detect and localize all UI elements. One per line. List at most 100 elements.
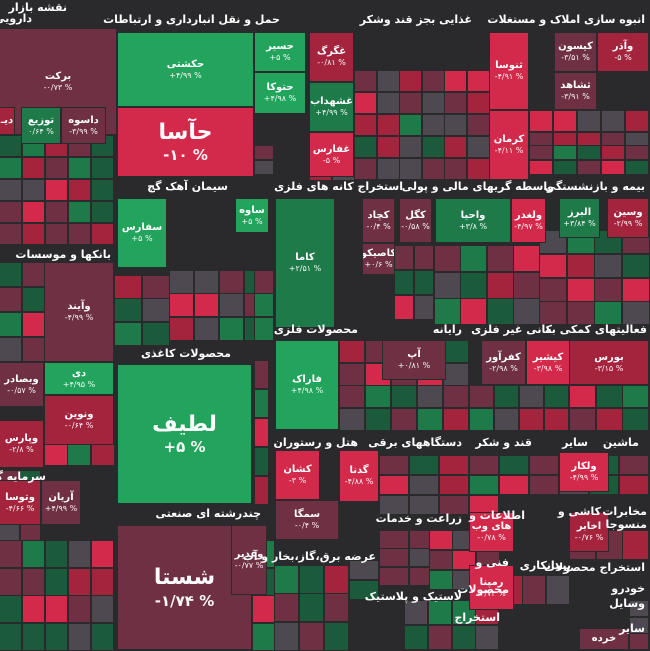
- stock-tile[interactable]: آریان+۴/۹۹ %: [42, 480, 82, 525]
- minor-stock-cell[interactable]: [253, 623, 276, 651]
- minor-stock-cell[interactable]: [435, 298, 462, 325]
- minor-stock-cell[interactable]: [69, 179, 92, 201]
- minor-stock-cell[interactable]: [380, 455, 410, 475]
- stock-tile[interactable]: کیسون-۳/۵۱ %: [555, 32, 598, 72]
- minor-stock-cell[interactable]: [0, 312, 23, 337]
- minor-stock-cell[interactable]: [440, 455, 470, 475]
- minor-stock-cell[interactable]: [461, 298, 488, 325]
- minor-stock-cell[interactable]: [0, 262, 23, 287]
- stock-tile[interactable]: حتوکا+۴/۹۸ %: [255, 72, 307, 114]
- minor-stock-cell[interactable]: [468, 158, 491, 180]
- minor-stock-cell[interactable]: [255, 145, 275, 160]
- minor-stock-cell[interactable]: [69, 157, 92, 179]
- minor-stock-cell[interactable]: [0, 623, 23, 651]
- minor-stock-cell[interactable]: [540, 278, 568, 302]
- stock-tile[interactable]: ولکار-۴/۹۹ %: [560, 452, 610, 492]
- minor-stock-cell[interactable]: [92, 157, 115, 179]
- minor-stock-cell[interactable]: [423, 158, 446, 180]
- minor-stock-cell[interactable]: [92, 595, 115, 623]
- minor-stock-cell[interactable]: [626, 110, 650, 132]
- minor-stock-cell[interactable]: [626, 145, 650, 160]
- minor-stock-cell[interactable]: [195, 270, 220, 294]
- minor-stock-cell[interactable]: [0, 568, 23, 596]
- minor-stock-cell[interactable]: [445, 136, 468, 158]
- stock-tile[interactable]: ونوین-۰/۶۴ %: [45, 395, 115, 445]
- minor-stock-cell[interactable]: [220, 293, 245, 317]
- minor-stock-cell[interactable]: [380, 530, 410, 549]
- minor-stock-cell[interactable]: [400, 136, 423, 158]
- minor-stock-cell[interactable]: [514, 298, 541, 325]
- minor-stock-cell[interactable]: [554, 145, 578, 160]
- stock-tile[interactable]: گدنا-۴/۸۸ %: [340, 450, 380, 502]
- minor-stock-cell[interactable]: [92, 443, 116, 466]
- minor-stock-cell[interactable]: [595, 278, 623, 302]
- minor-stock-cell[interactable]: [435, 272, 462, 299]
- minor-stock-cell[interactable]: [578, 160, 602, 175]
- minor-stock-cell[interactable]: [0, 595, 23, 623]
- minor-stock-cell[interactable]: [45, 443, 69, 466]
- minor-stock-cell[interactable]: [595, 301, 623, 325]
- minor-stock-cell[interactable]: [92, 540, 115, 568]
- minor-stock-cell[interactable]: [545, 408, 570, 431]
- stock-tile[interactable]: غگرگ-۰/۸۱ %: [310, 32, 355, 82]
- minor-stock-cell[interactable]: [470, 408, 495, 431]
- minor-stock-cell[interactable]: [275, 622, 300, 651]
- minor-stock-cell[interactable]: [445, 114, 468, 136]
- minor-stock-cell[interactable]: [378, 136, 401, 158]
- minor-stock-cell[interactable]: [170, 293, 195, 317]
- minor-stock-cell[interactable]: [554, 110, 578, 132]
- minor-stock-cell[interactable]: [623, 254, 650, 278]
- minor-stock-cell[interactable]: [69, 568, 92, 596]
- minor-stock-cell[interactable]: [540, 254, 568, 278]
- stock-tile[interactable]: حآسا-۱۰ %: [118, 107, 255, 177]
- minor-stock-cell[interactable]: [355, 70, 378, 92]
- minor-stock-cell[interactable]: [355, 114, 378, 136]
- minor-stock-cell[interactable]: [395, 245, 415, 270]
- minor-stock-cell[interactable]: [423, 92, 446, 114]
- minor-stock-cell[interactable]: [325, 622, 350, 651]
- minor-stock-cell[interactable]: [23, 201, 46, 223]
- minor-stock-cell[interactable]: [255, 160, 275, 175]
- minor-stock-cell[interactable]: [69, 201, 92, 223]
- minor-stock-cell[interactable]: [488, 298, 515, 325]
- minor-stock-cell[interactable]: [46, 201, 69, 223]
- minor-stock-cell[interactable]: [340, 363, 366, 386]
- minor-stock-cell[interactable]: [468, 136, 491, 158]
- minor-stock-cell[interactable]: [366, 385, 392, 408]
- stock-tile[interactable]: دی+۴/۹۵ %: [45, 362, 115, 395]
- minor-stock-cell[interactable]: [23, 262, 46, 287]
- minor-stock-cell[interactable]: [444, 385, 470, 408]
- minor-stock-cell[interactable]: [530, 475, 560, 495]
- stock-tile[interactable]: حکشتی+۴/۹۹ %: [118, 32, 255, 107]
- minor-stock-cell[interactable]: [418, 408, 444, 431]
- minor-stock-cell[interactable]: [405, 625, 429, 650]
- minor-stock-cell[interactable]: [115, 275, 143, 299]
- stock-tile[interactable]: واحیا+۳/۸ %: [436, 198, 512, 243]
- minor-stock-cell[interactable]: [423, 136, 446, 158]
- minor-stock-cell[interactable]: [115, 322, 143, 346]
- stock-tile[interactable]: داسوه-۳/۹۹ %: [62, 107, 107, 144]
- minor-stock-cell[interactable]: [340, 340, 366, 363]
- stock-tile[interactable]: کرمان-۴/۱۱ %: [490, 110, 530, 180]
- minor-stock-cell[interactable]: [520, 408, 545, 431]
- stock-tile[interactable]: وبصادر-۰/۵۷ %: [0, 362, 45, 407]
- stock-tile[interactable]: سفارس+۵ %: [118, 198, 168, 268]
- minor-stock-cell[interactable]: [23, 223, 46, 245]
- minor-stock-cell[interactable]: [400, 114, 423, 136]
- minor-stock-cell[interactable]: [69, 595, 92, 623]
- minor-stock-cell[interactable]: [275, 565, 300, 594]
- minor-stock-cell[interactable]: [395, 295, 415, 320]
- minor-stock-cell[interactable]: [623, 408, 650, 431]
- minor-stock-cell[interactable]: [23, 540, 46, 568]
- minor-stock-cell[interactable]: [468, 70, 491, 92]
- minor-stock-cell[interactable]: [400, 70, 423, 92]
- minor-stock-cell[interactable]: [430, 570, 454, 590]
- minor-stock-cell[interactable]: [445, 70, 468, 92]
- minor-stock-cell[interactable]: [468, 92, 491, 114]
- minor-stock-cell[interactable]: [578, 145, 602, 160]
- minor-stock-cell[interactable]: [440, 475, 470, 495]
- minor-stock-cell[interactable]: [554, 160, 578, 175]
- stock-tile[interactable]: کاصیکو+۰/۶ %: [363, 243, 396, 275]
- minor-stock-cell[interactable]: [275, 593, 300, 622]
- minor-stock-cell[interactable]: [255, 447, 270, 476]
